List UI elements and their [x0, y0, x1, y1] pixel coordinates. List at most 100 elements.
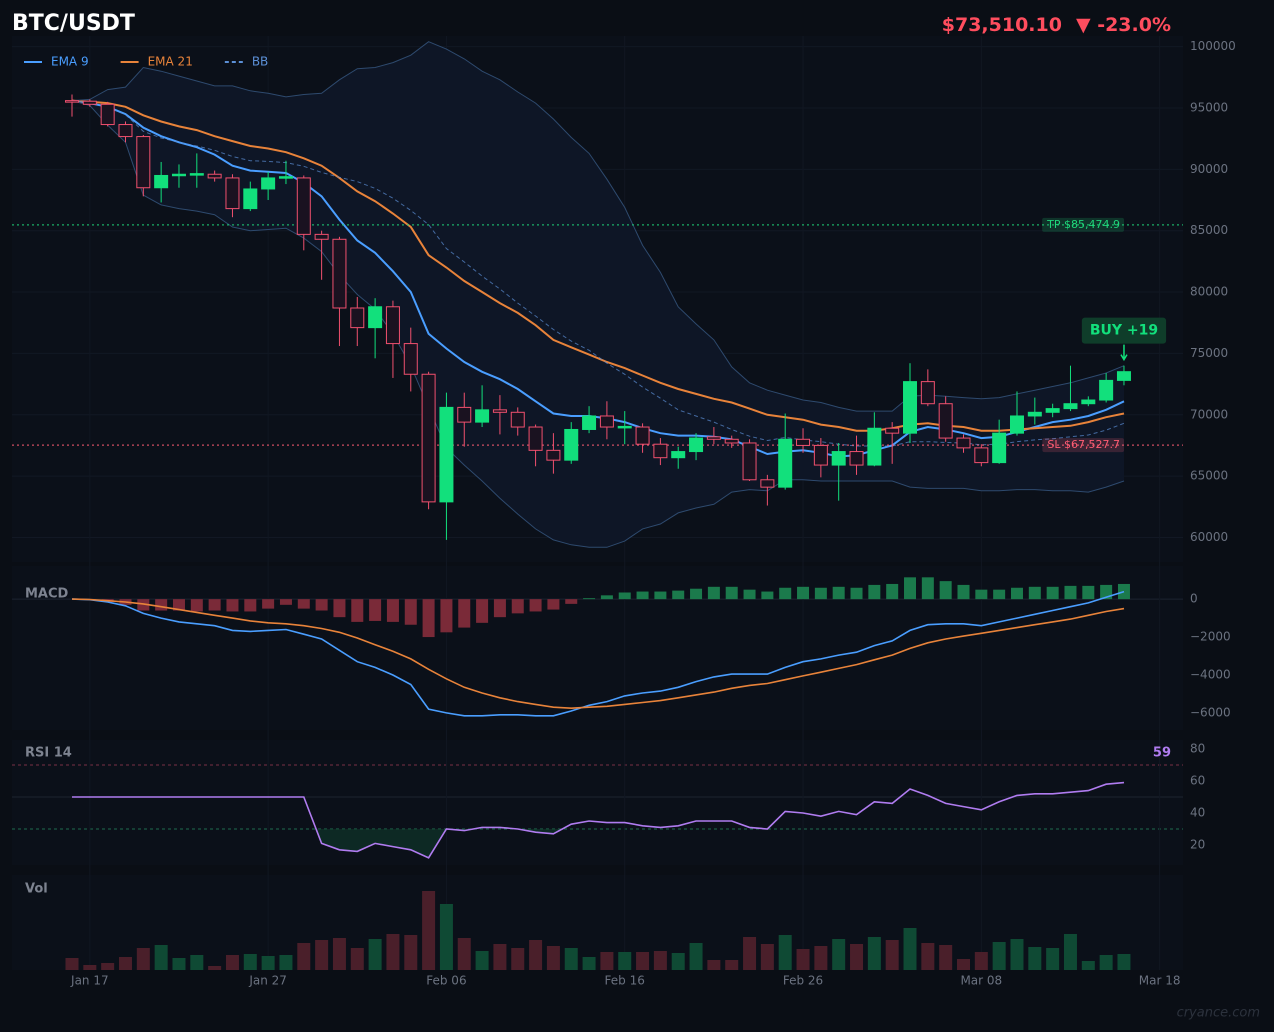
volume-bar [903, 928, 917, 970]
candle-body [510, 411, 525, 428]
volume-bar [600, 952, 614, 970]
plot: 60000 65000 70000 75000 80000 85000 90000 95000… [12, 39, 1236, 988]
chart-title: BTC/USDT [12, 11, 135, 36]
candle-body [261, 177, 276, 190]
volume-bar [546, 946, 560, 970]
candle-body [564, 428, 579, 461]
histogram-bar [1082, 585, 1095, 600]
histogram-bar [779, 587, 792, 600]
candle-body [1027, 411, 1042, 417]
candle-body [475, 409, 490, 423]
price: $73,510.10 [942, 14, 1062, 36]
x-tick-label: Feb 16 [605, 974, 645, 988]
volume-bar [885, 940, 899, 970]
histogram-bar [315, 599, 328, 611]
volume-bar [832, 939, 846, 970]
volume-bar [332, 938, 346, 970]
y-tick-label: 100000 [1190, 39, 1236, 53]
volume-bar [136, 948, 150, 970]
candle-body [528, 426, 543, 451]
y-tick-label: 95000 [1190, 100, 1228, 114]
volume-bar [404, 935, 418, 970]
histogram-bar [244, 599, 257, 612]
volume-bar [653, 951, 667, 970]
y-tick-label: 75000 [1190, 346, 1228, 360]
x-tick-label: Jan 17 [70, 974, 109, 988]
candle-body [207, 173, 222, 179]
histogram-bar [440, 599, 453, 633]
y-tick-label: 85000 [1190, 223, 1228, 237]
histogram-bar [279, 599, 292, 605]
line [71, 598, 1125, 710]
volume-bar [154, 945, 168, 970]
volume-bar [457, 938, 471, 970]
histogram-bar [975, 589, 988, 600]
level-label: SL $67,527.7 [1047, 438, 1120, 451]
candle-body [920, 381, 935, 405]
volume-bar [172, 958, 186, 970]
volume-bar [1081, 961, 1095, 970]
histogram-bar [832, 586, 845, 600]
histogram-bar [404, 599, 417, 625]
candle-body [154, 174, 169, 189]
signal-label: BUY +19 [1090, 323, 1158, 339]
volume-bar [208, 966, 222, 970]
volume-bar [992, 942, 1006, 970]
histogram-bar [904, 577, 917, 600]
candle-body [439, 406, 454, 503]
volume-bar [1028, 947, 1042, 970]
volume-bar [636, 952, 650, 970]
volume-bar [65, 958, 79, 970]
signal-arrow [1120, 344, 1128, 362]
histogram-bar [351, 599, 364, 622]
volume-bar [796, 949, 810, 970]
signal-bg [1081, 317, 1167, 344]
volume-bar [439, 904, 453, 970]
candle-body [974, 447, 989, 464]
candle-body [546, 449, 561, 461]
histogram-bar [921, 577, 934, 600]
candle-body [689, 437, 704, 453]
histogram-bar [155, 599, 168, 611]
x-tick-label: Mar 08 [960, 974, 1002, 988]
volume-bar [974, 952, 988, 970]
candle-body [760, 479, 775, 488]
panel-title: MACD [25, 587, 69, 602]
volume-bar [939, 945, 953, 970]
candle-body [278, 176, 293, 179]
candle-body [992, 432, 1007, 464]
histogram-bar [583, 598, 596, 600]
y-tick-label: −6000 [1190, 705, 1231, 719]
histogram-bar [1064, 585, 1077, 600]
oversold-fill [316, 828, 768, 858]
candle-body [831, 451, 846, 466]
histogram-bar [814, 587, 827, 600]
candle-body [332, 238, 347, 309]
volume-panel [12, 875, 1183, 970]
candle-body [1063, 403, 1078, 410]
histogram-bar [226, 599, 239, 612]
candle-body [938, 403, 953, 439]
histogram-bar [690, 588, 703, 600]
candle-body [599, 415, 614, 428]
volume-bar [493, 944, 507, 970]
y-tick-label: 80 [1190, 741, 1205, 755]
change: ▼ -23.0% [1076, 14, 1171, 36]
bb-upper [71, 41, 1125, 412]
histogram-bar [493, 599, 506, 618]
histogram-bar [297, 599, 310, 609]
line [72, 781, 1125, 859]
candle-body [457, 406, 472, 423]
candle-body [314, 233, 329, 240]
volume-bar [350, 948, 364, 970]
watermark: cryance.com [1177, 1006, 1260, 1021]
y-tick-label: −4000 [1190, 668, 1231, 682]
candle-body [635, 426, 650, 445]
histogram-bar [262, 599, 275, 609]
volume-bar [1010, 939, 1024, 970]
candle-body [403, 343, 418, 375]
panel-title: RSI 14 [25, 746, 72, 761]
level-label-bg [1042, 217, 1124, 232]
histogram-bar [172, 599, 185, 611]
volume-bar [511, 948, 525, 970]
